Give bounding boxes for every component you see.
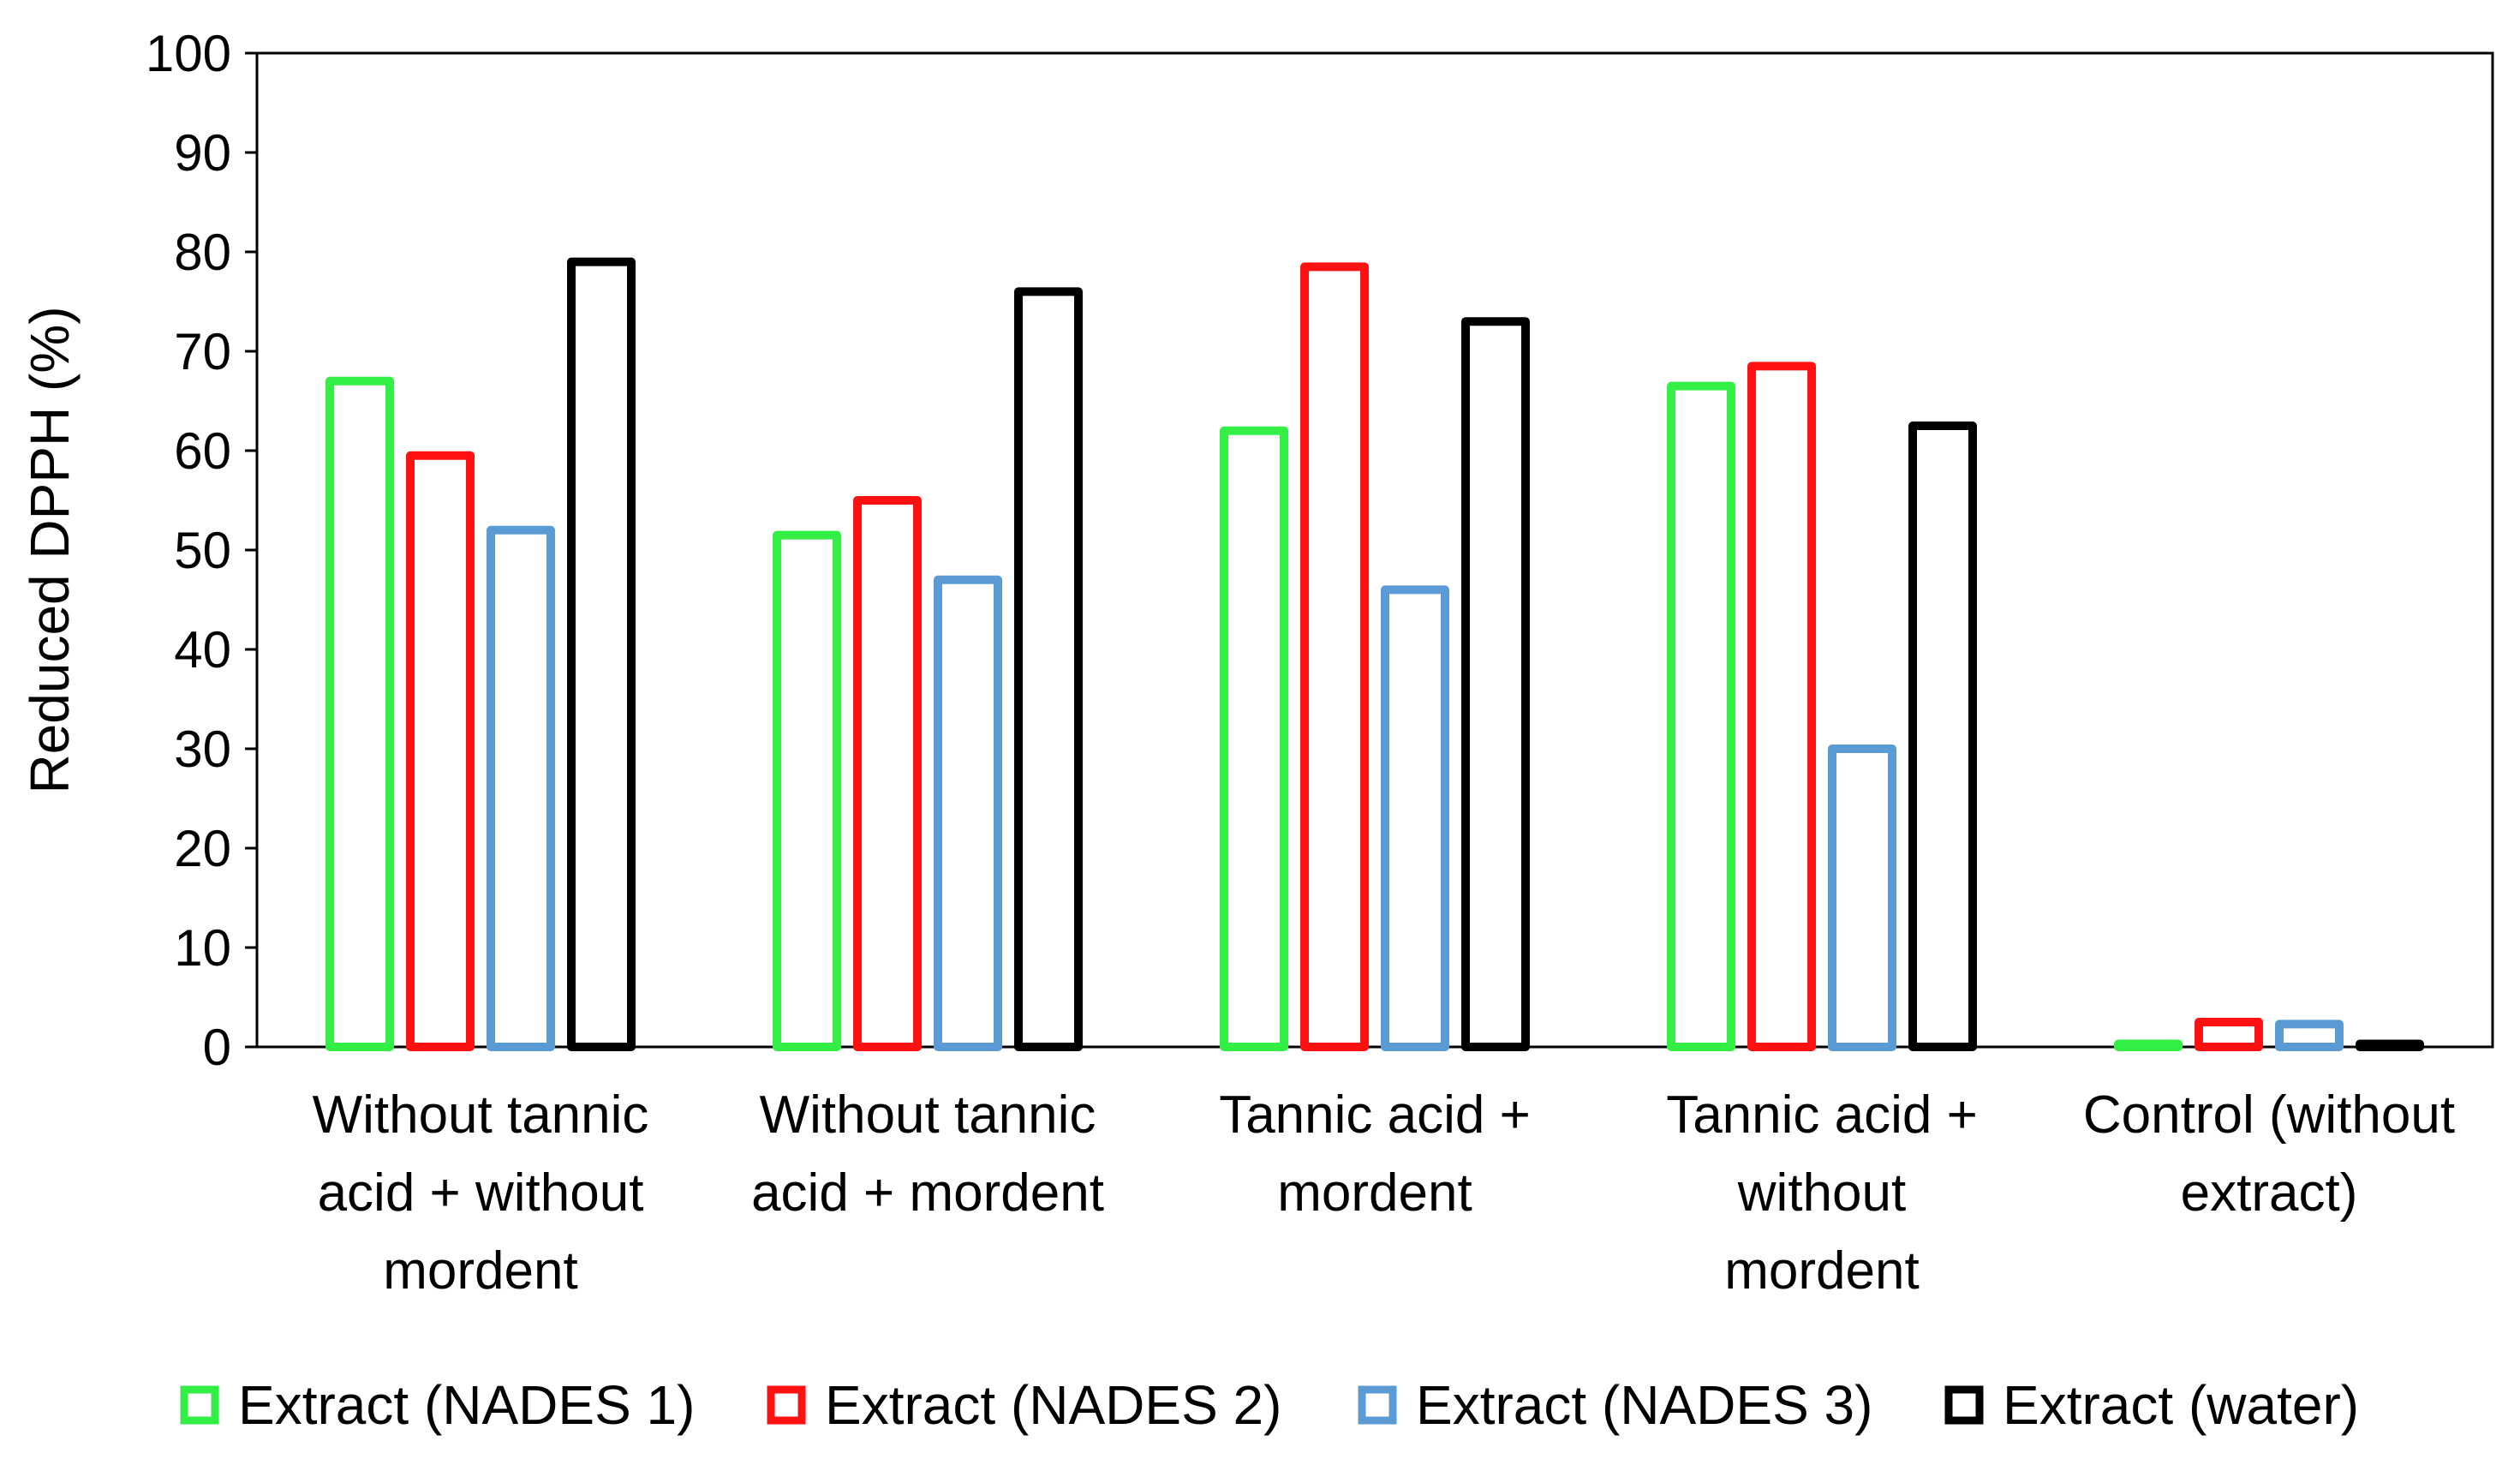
y-tick-label: 20 [174, 820, 231, 877]
x-category-label: Control (without extract) [2083, 1085, 2455, 1223]
x-category-label-line: mordent [1277, 1163, 1472, 1223]
bar [2114, 1039, 2183, 1052]
bar [2195, 1018, 2263, 1051]
bar [1667, 381, 1735, 1052]
legend-swatch [180, 1385, 219, 1425]
legend-swatch [1944, 1385, 1984, 1425]
bar [2275, 1020, 2344, 1051]
x-category-label: Tannic acid + without mordent [1666, 1085, 1978, 1301]
y-tick-label: 80 [174, 224, 231, 281]
bar [934, 575, 1002, 1051]
y-tick-label: 10 [174, 919, 231, 977]
legend: Extract (NADES 1) Extract (NADES 2) Extrac… [180, 1374, 2359, 1436]
legend-label: Extract (water) [2003, 1374, 2359, 1436]
bar [773, 530, 841, 1051]
x-category-label: Tannic acid + mordent [1219, 1085, 1531, 1223]
y-tick-label: 50 [174, 522, 231, 579]
legend-label: Extract (NADES 1) [238, 1374, 695, 1436]
x-category-label-line: acid + without [318, 1163, 644, 1223]
bar [1828, 744, 1896, 1051]
x-category-label-line: mordent [1724, 1241, 1919, 1301]
bar [1461, 317, 1530, 1051]
x-category-label-line: Tannic acid + [1219, 1085, 1531, 1145]
y-axis-title: Reduced DPPH (%) [19, 306, 81, 793]
x-category-label-line: extract) [2181, 1163, 2358, 1223]
category-labels: Without tannic acid + without mordentWitho… [313, 1085, 2456, 1301]
bar [1908, 422, 1977, 1051]
x-category-label: Without tannic acid + without mordent [313, 1085, 649, 1301]
bar [1014, 287, 1083, 1051]
bar [1381, 585, 1449, 1051]
x-category-label-line: mordent [383, 1241, 577, 1301]
y-axis-ticks: 0 10 20 30 40 50 60 70 80 90 100 [146, 25, 257, 1076]
bar [2356, 1039, 2424, 1052]
y-tick-label: 30 [174, 721, 231, 778]
bar [325, 376, 394, 1051]
bar [406, 451, 475, 1051]
y-tick-label: 70 [174, 323, 231, 380]
bar [1300, 262, 1369, 1051]
series-1 [325, 376, 2183, 1052]
legend-swatch [767, 1385, 806, 1425]
y-tick-label: 100 [146, 25, 231, 82]
y-tick-label: 40 [174, 621, 231, 679]
legend-label: Extract (NADES 3) [1416, 1374, 1872, 1436]
x-category-label-line: Without tannic [313, 1085, 649, 1145]
x-category-label-line: Control (without [2083, 1085, 2455, 1145]
legend-label: Extract (NADES 2) [825, 1374, 1281, 1436]
series-4 [567, 257, 2424, 1052]
bar [1220, 426, 1288, 1051]
bar [853, 496, 922, 1051]
x-category-label-line: acid + mordent [751, 1163, 1104, 1223]
series-3 [487, 525, 2344, 1051]
series-2 [406, 262, 2263, 1051]
y-tick-label: 90 [174, 124, 231, 182]
y-tick-label: 0 [203, 1019, 231, 1076]
y-tick-label: 60 [174, 422, 231, 480]
legend-swatch [1358, 1385, 1397, 1425]
x-category-label-line: Without tannic [760, 1085, 1096, 1145]
bar-series-group [325, 257, 2424, 1052]
x-category-label-line: Tannic acid + [1666, 1085, 1978, 1145]
bar [1747, 362, 1816, 1051]
bar [567, 257, 636, 1052]
x-category-label: Without tannic acid + mordent [751, 1085, 1104, 1223]
bar [487, 525, 555, 1051]
x-category-label-line: without [1737, 1163, 1906, 1223]
